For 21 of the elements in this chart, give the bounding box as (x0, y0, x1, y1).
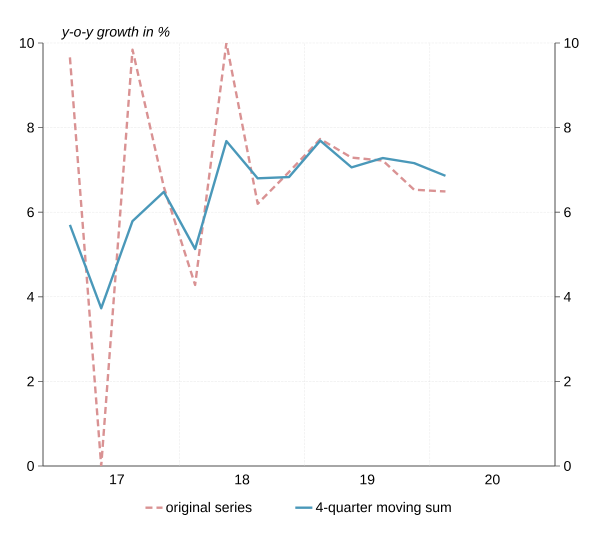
y-tick-label: 8 (27, 122, 34, 133)
y-tick-label: 10 (20, 38, 34, 48)
y2-tick-label: 0 (564, 461, 571, 471)
y2-tick-label: 4 (564, 292, 571, 302)
y-tick-label: 0 (27, 461, 34, 471)
x-tick-label: 19 (360, 474, 374, 484)
legend-label: 4-quarter moving sum (316, 502, 451, 515)
y-tick-label: 2 (27, 376, 34, 386)
line-series (68, 42, 447, 466)
x-tick-label: 17 (110, 474, 124, 484)
line-series (68, 140, 447, 310)
y-tick-label: 4 (27, 292, 34, 302)
y-axis-title: y-o-y growth in % (61, 26, 170, 40)
y2-tick-label: 8 (564, 122, 571, 133)
legend-label: original series (166, 502, 252, 515)
y-tick-label: 6 (27, 207, 34, 218)
y2-tick-label: 2 (564, 376, 571, 386)
y2-tick-label: 10 (564, 38, 579, 48)
x-tick-label: 18 (235, 474, 250, 484)
y2-tick-label: 6 (564, 207, 571, 218)
x-tick-label: 20 (485, 474, 500, 484)
